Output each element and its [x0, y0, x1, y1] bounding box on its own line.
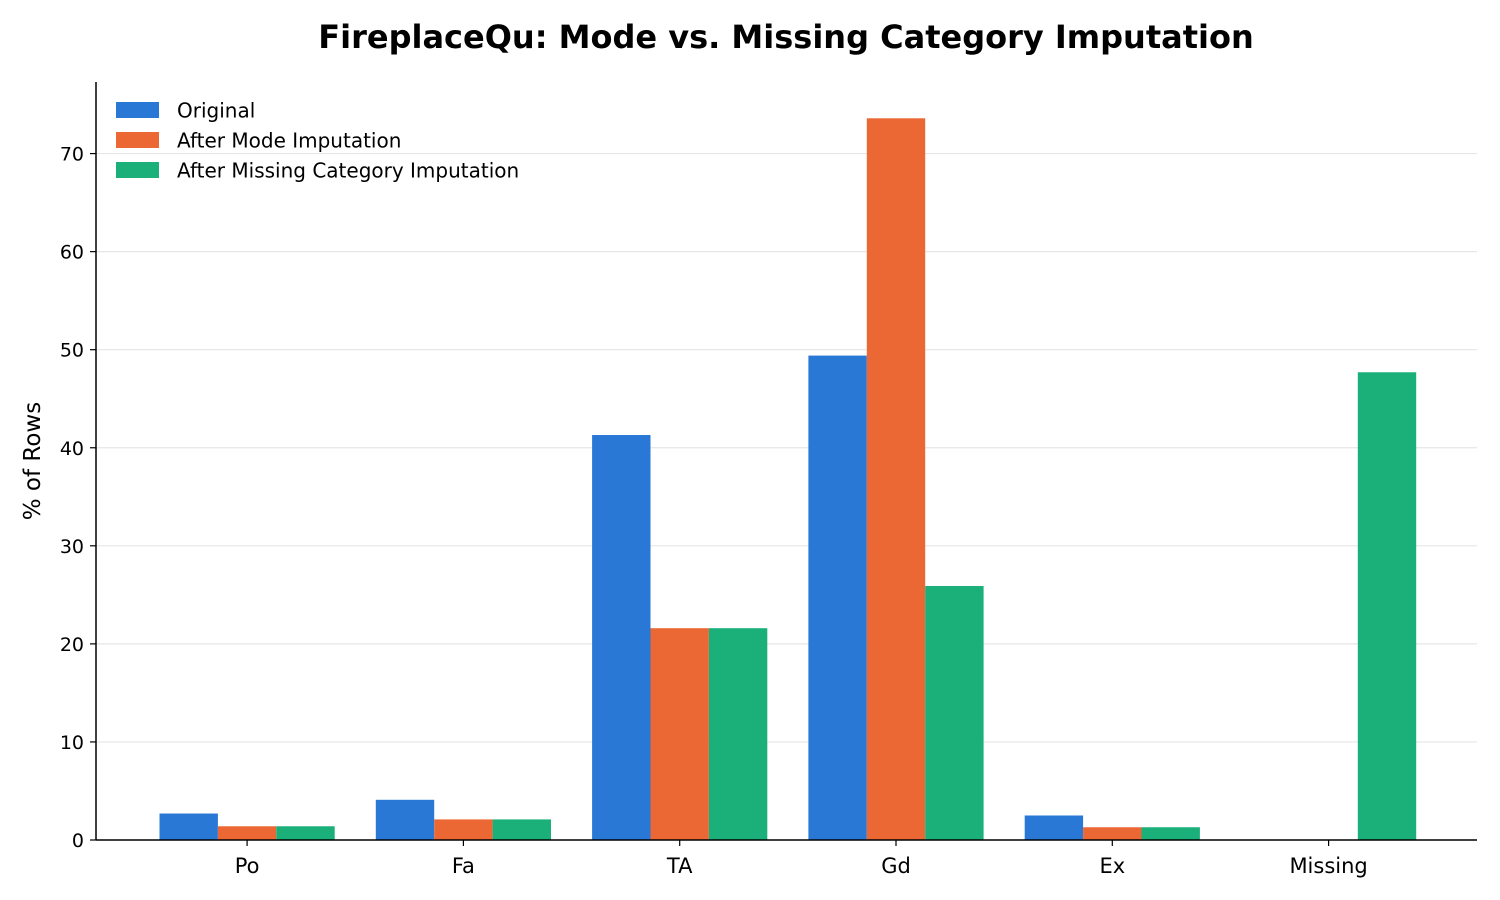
bar-after-mode-imputation-ta	[650, 628, 709, 840]
bar-after-missing-category-imputation-gd	[925, 586, 984, 840]
bar-after-mode-imputation-gd	[866, 118, 926, 840]
bar-after-missing-category-imputation-po	[276, 826, 335, 840]
bars	[159, 118, 1417, 840]
y-tick-label: 20	[60, 634, 84, 656]
x-tick-label: Fa	[452, 854, 475, 878]
x-tick-label: Po	[235, 854, 260, 878]
legend-label: After Mode Imputation	[177, 129, 401, 153]
axes	[95, 82, 1477, 841]
x-tick-label: Ex	[1099, 854, 1125, 878]
x-tick-label: Gd	[881, 854, 911, 878]
bar-original-ex	[1024, 815, 1084, 840]
x-tick-label: TA	[666, 854, 693, 878]
legend: Original After Mode Imputation After Missi…	[116, 99, 519, 183]
y-tick-label: 50	[60, 340, 84, 362]
legend-swatch	[116, 162, 159, 178]
legend-swatch	[116, 102, 159, 118]
bar-original-gd	[808, 355, 867, 840]
y-tick-label: 70	[60, 144, 84, 166]
bar-after-mode-imputation-po	[217, 826, 277, 840]
bar-after-missing-category-imputation-ex	[1141, 827, 1200, 840]
bar-original-ta	[592, 435, 651, 840]
legend-label: After Missing Category Imputation	[177, 159, 519, 183]
bar-after-mode-imputation-fa	[434, 819, 493, 840]
legend-label: Original	[177, 99, 255, 123]
y-axis-label: % of Rows	[20, 402, 46, 520]
y-tick-label: 10	[60, 732, 84, 754]
bar-after-mode-imputation-ex	[1083, 827, 1142, 840]
bar-after-missing-category-imputation-ta	[708, 628, 768, 840]
chart-title: FireplaceQu: Mode vs. Missing Category I…	[318, 18, 1253, 56]
gridlines	[96, 152, 1477, 743]
y-tick-label: 40	[60, 438, 84, 460]
legend-swatch	[116, 132, 159, 148]
y-tick-label: 30	[60, 536, 84, 558]
y-tick-label: 60	[60, 242, 84, 264]
x-tick-label: Missing	[1289, 854, 1367, 878]
bar-after-missing-category-imputation-missing	[1357, 372, 1417, 840]
y-axis-ticks: 0 10 20 30 40 50 60 70	[60, 144, 96, 852]
bar-original-fa	[375, 799, 435, 840]
bar-original-po	[159, 813, 218, 840]
x-axis-ticks: Po Fa TA Gd Ex Missing	[235, 840, 1368, 878]
bar-after-missing-category-imputation-fa	[492, 819, 551, 840]
y-tick-label: 0	[72, 830, 84, 852]
